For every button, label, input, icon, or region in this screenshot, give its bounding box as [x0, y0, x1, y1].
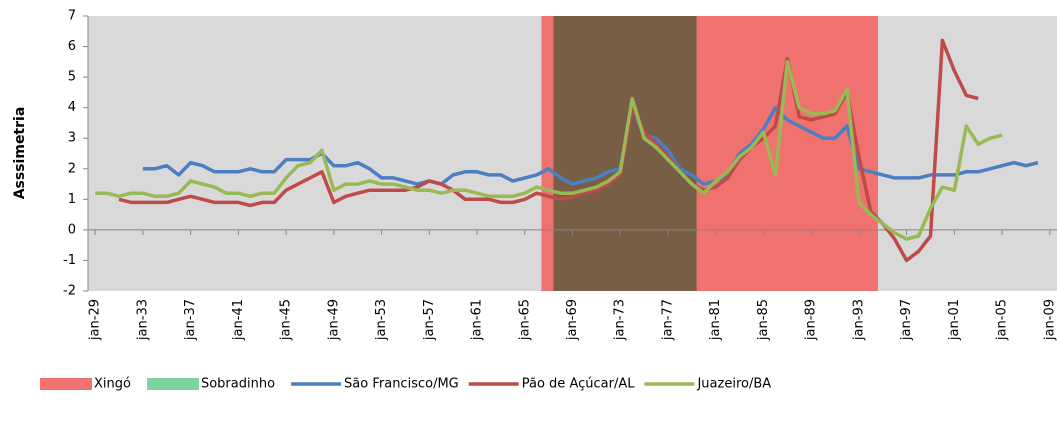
x-tick-label: jan-37: [183, 299, 198, 341]
x-tick-label: jan-09: [1042, 299, 1057, 341]
line: [95, 60, 1003, 241]
x-tick-label: jan-01: [947, 299, 962, 341]
x-tick-label: jan-89: [804, 299, 819, 341]
legend-swatch: [40, 378, 92, 390]
x-tick-label: jan-53: [374, 299, 389, 341]
x-tick-label: jan-61: [470, 299, 485, 341]
x-tick-label: jan-93: [851, 299, 866, 341]
y-tick-label: 4: [68, 100, 76, 115]
y-tick-label: -2: [63, 284, 76, 299]
x-tick-label: jan-69: [565, 299, 580, 341]
y-tick-label: 7: [68, 9, 76, 24]
legend-label: Sobradinho: [201, 377, 275, 392]
y-axis-label: Asssimetria: [12, 107, 28, 200]
y-tick-label: -1: [63, 253, 76, 268]
x-tick-label: jan-29: [88, 299, 103, 341]
legend-swatch: [146, 378, 199, 390]
y-tick-label: 6: [68, 39, 76, 54]
x-tick-label: jan-97: [899, 299, 914, 341]
y-tick-label: 5: [68, 70, 76, 85]
x-tick-label: jan-81: [708, 299, 723, 341]
y-tick-label: 1: [68, 192, 76, 207]
x-tick-label: jan-85: [756, 299, 771, 341]
x-tick-label: jan-57: [422, 299, 437, 341]
x-tick-label: jan-45: [279, 299, 294, 341]
legend-label: Xingó: [94, 377, 131, 392]
line: [118, 38, 979, 263]
x-tick-label: jan-41: [231, 299, 246, 341]
y-tick-label: 0: [68, 222, 76, 237]
x-tick-label: jan-77: [660, 299, 675, 341]
y-tick-label: 3: [68, 131, 76, 146]
x-tick-label: jan-49: [326, 299, 341, 341]
x-tick-label: jan-65: [517, 299, 532, 341]
legend-label: Pão de Açúcar/AL: [522, 377, 635, 392]
legend-label: São Francisco/MG: [344, 377, 459, 392]
line: [142, 105, 1039, 186]
x-tick-label: jan-73: [613, 299, 628, 341]
x-tick-label: jan-33: [135, 299, 150, 341]
y-tick-label: 2: [68, 161, 76, 176]
x-tick-label: jan-05: [995, 299, 1010, 341]
legend-label: Juazeiro/BA: [696, 377, 771, 392]
